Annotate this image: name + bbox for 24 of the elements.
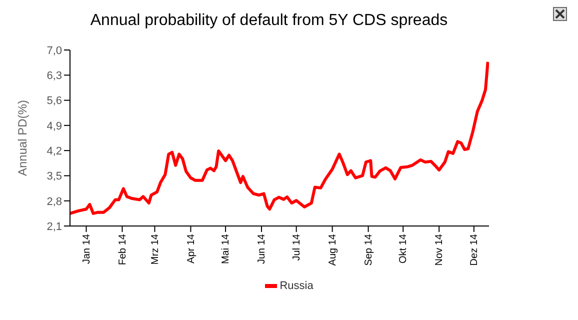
x-tick-label: Jun 14 — [256, 234, 268, 264]
y-tick-label: 2,1 — [46, 220, 62, 233]
y-axis-title: Annual PD(%) — [15, 100, 30, 176]
y-tick-label: 5,6 — [46, 95, 62, 108]
line-series — [70, 60, 489, 215]
x-tick-label: Mai 14 — [220, 234, 232, 264]
x-tick-label: Jan 14 — [81, 234, 92, 264]
x-tick-label: Sep 14 — [363, 234, 374, 266]
x-tick-label: Aug 14 — [327, 234, 338, 266]
y-tick-label: 3,5 — [46, 170, 62, 183]
chart-title: Annual probability of default from 5Y CDS spreads — [89, 12, 449, 30]
x-tick-label: Nov 14 — [434, 234, 446, 266]
legend-label: Russia — [278, 280, 314, 292]
y-tick-label: 4,2 — [46, 145, 62, 158]
y-tick-label: 7,0 — [46, 44, 62, 57]
x-tick-label: Apr 14 — [186, 234, 197, 264]
y-tick-label: 2,8 — [46, 196, 62, 208]
x-tick-label: Jul 14 — [291, 234, 302, 261]
y-tick-label: 4,9 — [46, 120, 62, 132]
x-tick-label: Dez 14 — [469, 234, 480, 266]
x-tick-label: Feb 14 — [117, 234, 128, 266]
x-tick-label: Okt 14 — [398, 234, 410, 264]
x-tick-label: Mrz 14 — [150, 234, 161, 265]
y-tick-label: 6,3 — [46, 70, 62, 82]
